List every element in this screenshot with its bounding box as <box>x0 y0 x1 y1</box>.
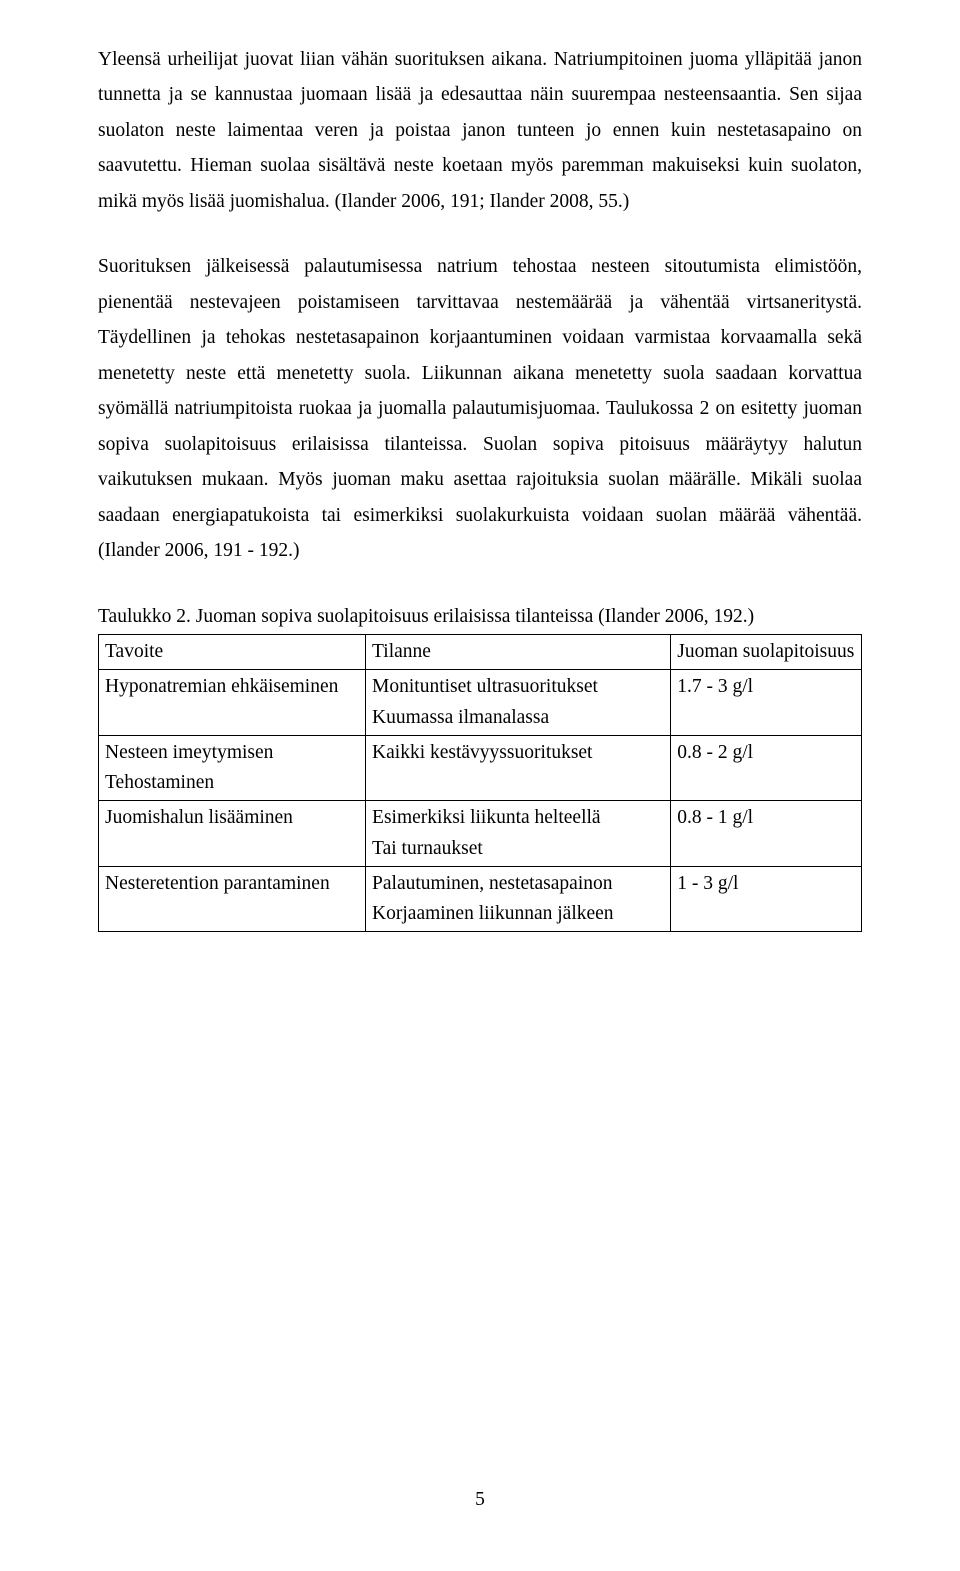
page-number: 5 <box>0 1489 960 1511</box>
table-caption: Taulukko 2. Juoman sopiva suolapitoisuus… <box>98 599 862 634</box>
table-cell: 0.8 - 2 g/l <box>671 735 862 800</box>
table-cell: Hyponatremian ehkäiseminen <box>99 670 366 735</box>
table-cell: Juomishalun lisääminen <box>99 801 366 866</box>
table-row: Nesteen imeytymisen Tehostaminen Kaikki … <box>99 735 862 800</box>
cell-line: Tehostaminen <box>105 768 359 798</box>
table-cell: Nesteretention parantaminen <box>99 866 366 931</box>
cell-line: Korjaaminen liikunnan jälkeen <box>372 899 664 929</box>
salt-content-table: Tavoite Tilanne Juoman suolapitoisuus Hy… <box>98 634 862 932</box>
paragraph-1: Yleensä urheilijat juovat liian vähän su… <box>98 42 862 219</box>
table-cell: Monituntiset ultrasuoritukset Kuumassa i… <box>366 670 671 735</box>
cell-line: Hyponatremian ehkäiseminen <box>105 672 359 702</box>
cell-line: Nesteen imeytymisen <box>105 738 359 768</box>
table-row: Juomishalun lisääminen Esimerkiksi liiku… <box>99 801 862 866</box>
table-cell: Palautuminen, nestetasapainon Korjaamine… <box>366 866 671 931</box>
table-cell: 1.7 - 3 g/l <box>671 670 862 735</box>
cell-line: Palautuminen, nestetasapainon <box>372 869 664 899</box>
table-cell: Kaikki kestävyyssuoritukset <box>366 735 671 800</box>
table-cell: Esimerkiksi liikunta helteellä Tai turna… <box>366 801 671 866</box>
table-row: Nesteretention parantaminen Palautuminen… <box>99 866 862 931</box>
cell-line: Juomishalun lisääminen <box>105 803 359 833</box>
table-header-row: Tavoite Tilanne Juoman suolapitoisuus <box>99 635 862 670</box>
table-header-cell: Juoman suolapitoisuus <box>671 635 862 670</box>
cell-line: Nesteretention parantaminen <box>105 869 359 899</box>
cell-line: Monituntiset ultrasuoritukset <box>372 672 664 702</box>
table-header-cell: Tavoite <box>99 635 366 670</box>
page: Yleensä urheilijat juovat liian vähän su… <box>0 0 960 1571</box>
cell-line: Tai turnaukset <box>372 834 664 864</box>
paragraph-2: Suorituksen jälkeisessä palautumisessa n… <box>98 249 862 568</box>
cell-line: Kuumassa ilmanalassa <box>372 703 664 733</box>
table-row: Hyponatremian ehkäiseminen Monituntiset … <box>99 670 862 735</box>
table-cell: 1 - 3 g/l <box>671 866 862 931</box>
cell-line: Esimerkiksi liikunta helteellä <box>372 803 664 833</box>
table-header-cell: Tilanne <box>366 635 671 670</box>
table-cell: 0.8 - 1 g/l <box>671 801 862 866</box>
cell-line: Kaikki kestävyyssuoritukset <box>372 738 664 768</box>
table-cell: Nesteen imeytymisen Tehostaminen <box>99 735 366 800</box>
